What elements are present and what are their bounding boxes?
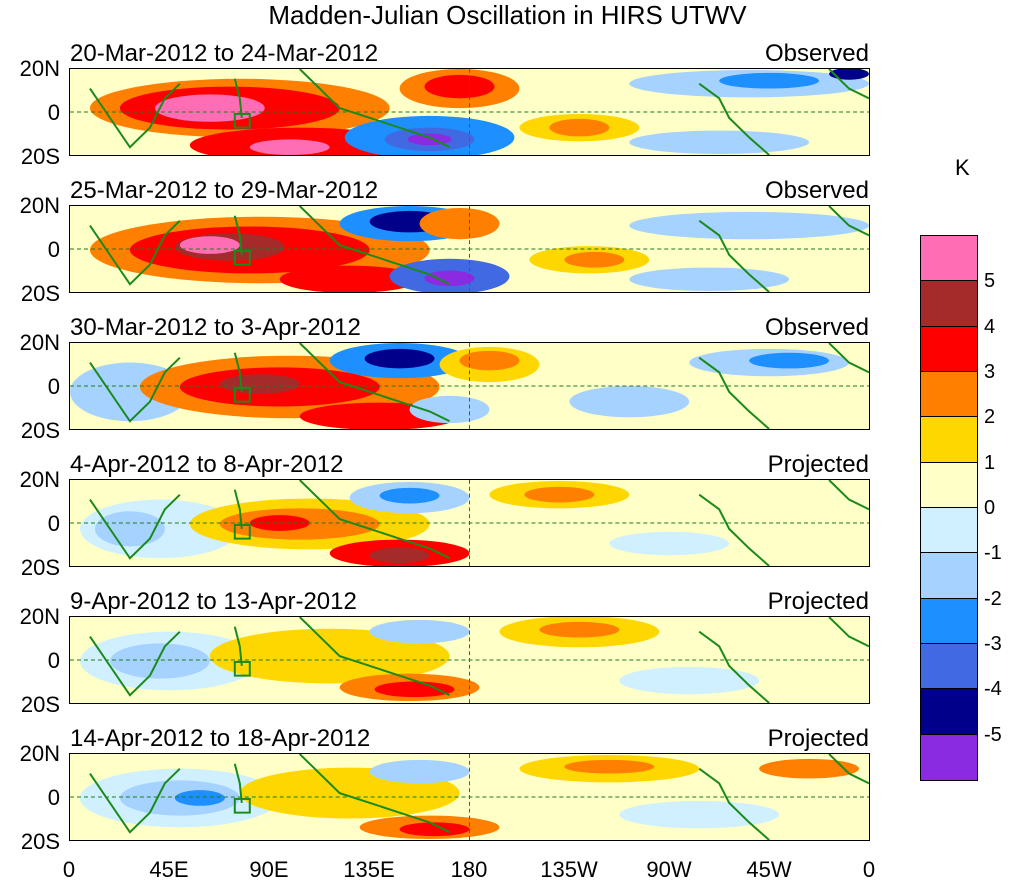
- colorbar-label: 3: [984, 361, 996, 383]
- colorbar-label: -1: [984, 542, 1002, 565]
- anomaly-field: [70, 754, 869, 840]
- colorbar-unit: K: [955, 155, 970, 180]
- panel-date-range: 30-Mar-2012 to 3-Apr-2012: [70, 314, 361, 341]
- colorbar-swatch: [921, 326, 977, 372]
- colorbar-swatch: [921, 372, 977, 418]
- y-label-eq: 0: [47, 648, 60, 673]
- anomaly-field: [70, 617, 869, 703]
- colorbar-swatch: [921, 734, 977, 780]
- y-label-eq: 0: [47, 511, 60, 536]
- colorbar-label: -2: [984, 587, 1002, 610]
- colorbar: [920, 235, 978, 781]
- y-label-eq: 0: [47, 237, 60, 262]
- y-label-20n: 20N: [19, 56, 60, 81]
- colorbar-label: 0: [984, 497, 996, 519]
- panel-date-range: 9-Apr-2012 to 13-Apr-2012: [70, 588, 357, 615]
- y-label-20s: 20S: [20, 692, 60, 717]
- anomaly-field: [70, 206, 869, 292]
- anomaly-map: [69, 479, 870, 567]
- panel-status: Projected: [767, 588, 869, 615]
- anomaly-map: [69, 342, 870, 430]
- map-panel-3: 30-Mar-2012 to 3-Apr-2012 Observed 20N 0…: [0, 314, 880, 454]
- x-label-0: 0: [62, 857, 76, 882]
- colorbar-label: -5: [984, 723, 1002, 746]
- y-label-eq: 0: [47, 785, 60, 810]
- x-label-90w: 90W: [646, 857, 692, 882]
- anomaly-field: [70, 480, 869, 566]
- colorbar-swatch: [921, 417, 977, 463]
- colorbar-swatch: [921, 689, 977, 735]
- colorbar-swatch: [921, 462, 977, 508]
- panel-status: Projected: [767, 451, 869, 478]
- panel-date-range: 14-Apr-2012 to 18-Apr-2012: [70, 725, 371, 752]
- x-label-0-end: 0: [862, 857, 876, 882]
- colorbar-label: 1: [984, 451, 996, 474]
- colorbar-swatch: [921, 598, 977, 644]
- panel-status: Projected: [767, 725, 869, 752]
- anomaly-field: [70, 69, 869, 155]
- anomaly-map: [69, 205, 870, 293]
- y-label-20n: 20N: [19, 741, 60, 766]
- y-label-20n: 20N: [19, 330, 60, 355]
- x-label-135e: 135E: [343, 857, 395, 882]
- x-label-135w: 135W: [540, 857, 598, 882]
- colorbar-label: -4: [984, 678, 1002, 701]
- map-panel-5: 9-Apr-2012 to 13-Apr-2012 Projected 20N …: [0, 588, 880, 728]
- figure-title: Madden-Julian Oscillation in HIRS UTWV: [268, 0, 747, 30]
- panel-status: Observed: [764, 177, 869, 204]
- y-label-20n: 20N: [19, 193, 60, 218]
- y-label-20n: 20N: [19, 467, 60, 492]
- y-label-20s: 20S: [20, 555, 60, 580]
- y-label-20n: 20N: [19, 604, 60, 629]
- colorbar-label: 2: [984, 406, 996, 429]
- anomaly-field: [70, 343, 869, 429]
- x-label-45w: 45W: [746, 857, 792, 882]
- x-label-180: 180: [450, 857, 488, 882]
- colorbar-label: 5: [984, 270, 996, 293]
- map-panel-2: 25-Mar-2012 to 29-Mar-2012 Observed 20N …: [0, 177, 880, 317]
- x-label-90e: 90E: [249, 857, 289, 882]
- colorbar-label: -3: [984, 633, 1002, 655]
- y-label-eq: 0: [47, 100, 60, 125]
- map-panel-1: 20-Mar-2012 to 24-Mar-2012 Observed 20N …: [0, 40, 880, 180]
- anomaly-map: [69, 68, 870, 156]
- y-label-20s: 20S: [20, 281, 60, 306]
- colorbar-swatch: [921, 508, 977, 554]
- y-label-20s: 20S: [20, 829, 60, 854]
- colorbar-label: 4: [984, 315, 996, 338]
- map-panel-6: 14-Apr-2012 to 18-Apr-2012 Projected 20N…: [0, 725, 880, 865]
- x-label-45e: 45E: [149, 857, 189, 882]
- y-label-20s: 20S: [20, 418, 60, 443]
- colorbar-swatch: [921, 236, 977, 282]
- anomaly-map: [69, 753, 870, 841]
- colorbar-swatch: [921, 281, 977, 327]
- panel-status: Observed: [764, 314, 869, 341]
- colorbar-swatch: [921, 644, 977, 690]
- panel-status: Observed: [764, 40, 869, 67]
- y-label-20s: 20S: [20, 144, 60, 169]
- panel-date-range: 4-Apr-2012 to 8-Apr-2012: [70, 451, 344, 478]
- y-label-eq: 0: [47, 374, 60, 399]
- colorbar-swatch: [921, 553, 977, 599]
- map-panel-4: 4-Apr-2012 to 8-Apr-2012 Projected 20N 0…: [0, 451, 880, 591]
- panel-date-range: 25-Mar-2012 to 29-Mar-2012: [70, 177, 379, 204]
- anomaly-map: [69, 616, 870, 704]
- panel-date-range: 20-Mar-2012 to 24-Mar-2012: [70, 40, 379, 67]
